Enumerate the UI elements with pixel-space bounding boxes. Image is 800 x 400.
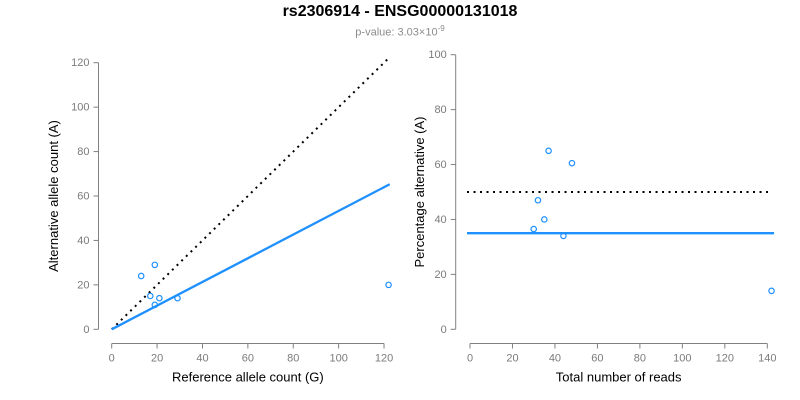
x-tick-label: 140	[758, 353, 776, 365]
left-scatter-plot: 0 20 40 60 80 100 120 0 20 40 60 80 100 120 Reference …	[46, 56, 393, 385]
x-tick-label: 40	[196, 353, 208, 365]
y-tick-label: 60	[77, 191, 89, 203]
x-tick-label: 20	[506, 353, 518, 365]
y-tick-label: 0	[83, 324, 89, 336]
data-point	[385, 281, 392, 289]
y-tick-label: 20	[434, 269, 446, 281]
x-tick-label: 0	[109, 353, 115, 365]
right-scatter-plot: 0 20 40 60 80 100 120 140 0 20 40 60 80 100 Total numb…	[412, 49, 776, 384]
y-tick-label: 60	[434, 159, 446, 171]
data-point	[174, 294, 181, 302]
y-tick-label: 0	[441, 324, 447, 336]
data-point	[568, 159, 576, 167]
x-tick-label: 60	[242, 353, 254, 365]
x-axis-title: Total number of reads	[556, 370, 682, 385]
y-tick-label: 120	[71, 57, 89, 69]
x-tick-label: 80	[634, 353, 646, 365]
pvalue-exponent: -9	[437, 24, 445, 33]
x-tick-label: 0	[467, 353, 473, 365]
x-tick-label: 120	[375, 353, 393, 365]
data-point	[151, 261, 159, 269]
plot-title: rs2306914 - ENSG00000131018	[282, 3, 518, 20]
data-point	[768, 287, 775, 295]
y-tick-label: 80	[77, 146, 89, 158]
x-tick-label: 60	[591, 353, 603, 365]
data-point	[156, 294, 163, 302]
y-tick-label: 20	[77, 279, 89, 291]
y-tick-label: 100	[428, 49, 446, 61]
pvalue-mantissa: 3.03×10	[397, 26, 438, 39]
y-axis-title: Alternative allele count (A)	[46, 120, 61, 272]
data-point	[530, 225, 538, 233]
data-point	[151, 301, 159, 309]
x-tick-label: 80	[287, 353, 299, 365]
x-tick-label: 100	[673, 353, 691, 365]
pvalue-label: p-value:	[355, 26, 398, 39]
data-point	[146, 292, 154, 300]
y-tick-label: 80	[434, 104, 446, 116]
data-point	[560, 232, 567, 240]
data-point	[545, 147, 552, 155]
identity-line	[111, 56, 391, 331]
data-point	[137, 272, 145, 280]
x-tick-label: 120	[716, 353, 734, 365]
y-tick-label: 100	[71, 102, 89, 114]
plot-subtitle: p-value: 3.03×10-9	[0, 24, 800, 39]
data-point	[541, 216, 548, 223]
y-tick-label: 40	[77, 235, 89, 247]
y-tick-label: 40	[434, 214, 446, 226]
x-tick-label: 20	[151, 353, 163, 365]
x-tick-label: 40	[549, 353, 561, 365]
x-axis-title: Reference allele count (G)	[172, 370, 324, 385]
y-axis-title: Percentage alternative (A)	[412, 116, 427, 267]
x-tick-label: 100	[329, 353, 347, 365]
data-point	[534, 196, 542, 204]
